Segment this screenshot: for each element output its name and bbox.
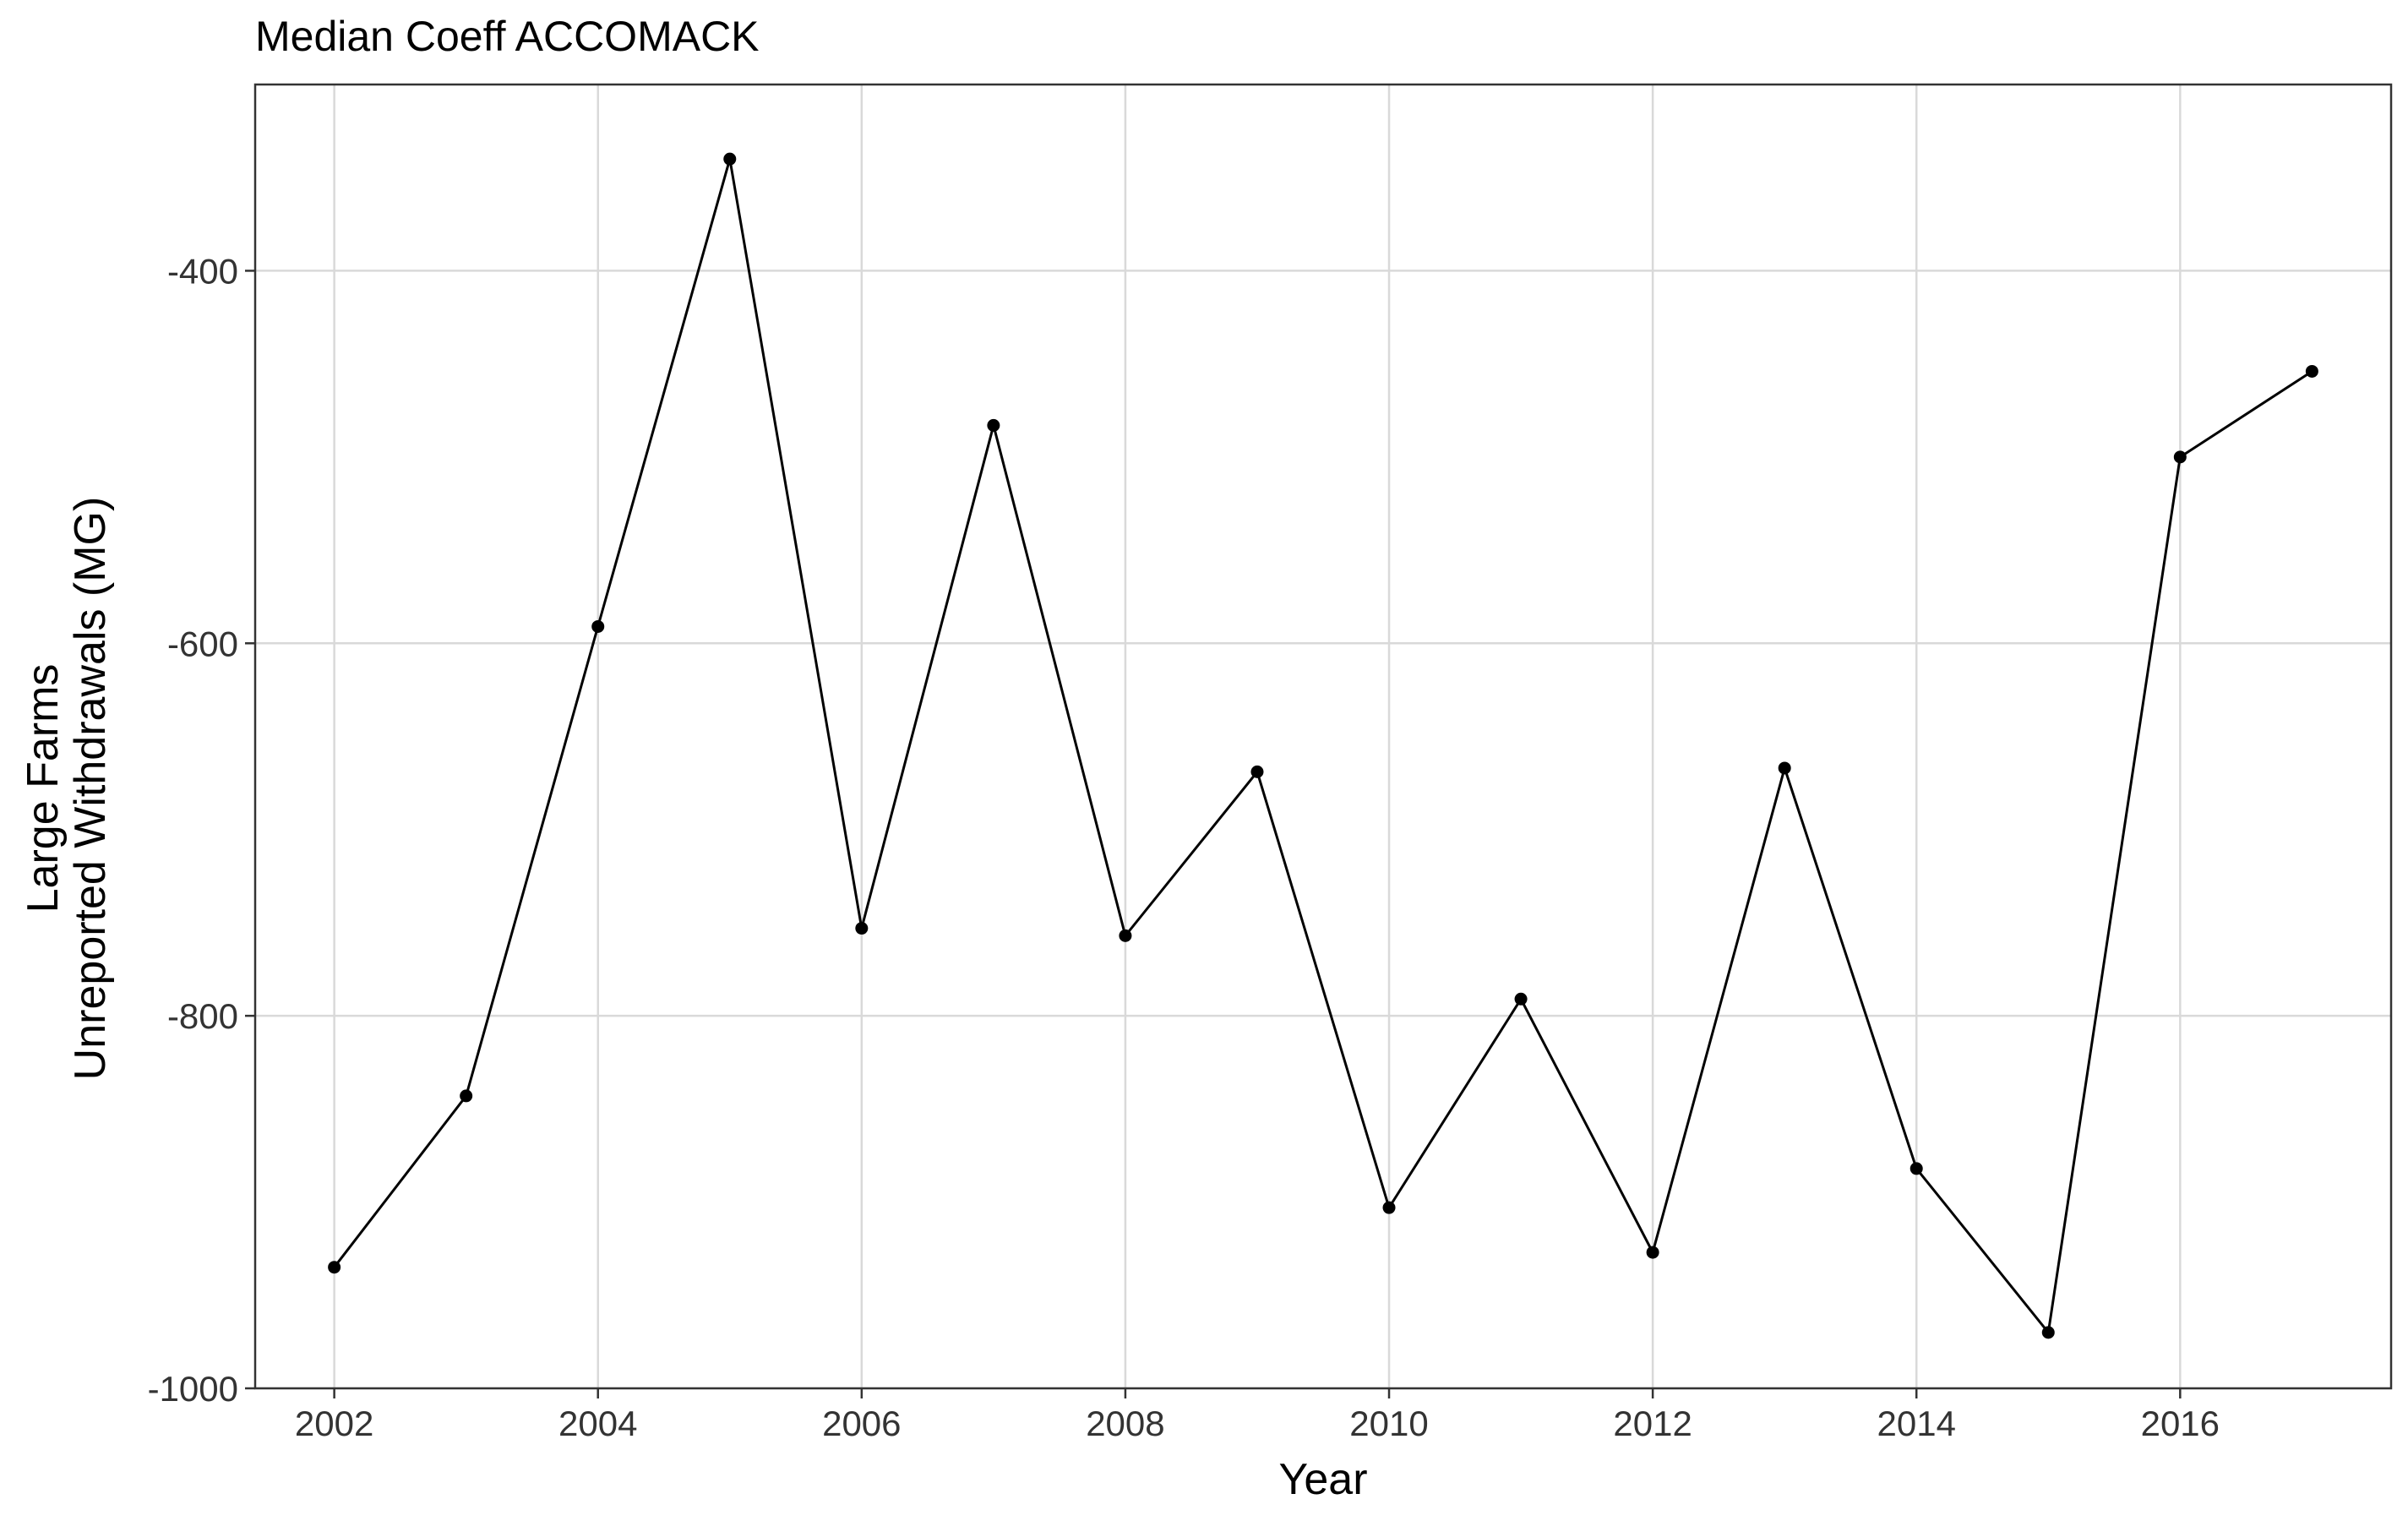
- data-point-2007: [987, 418, 1000, 432]
- y-axis-title-line-2: Unreported Withdrawals (MG): [66, 497, 115, 1081]
- data-point-2017: [2305, 364, 2318, 378]
- y-tick-label-0: -1000: [148, 1369, 238, 1409]
- x-tick-label-2006: 2006: [822, 1404, 901, 1443]
- data-point-2013: [1778, 761, 1791, 775]
- data-point-2003: [460, 1089, 473, 1103]
- x-tick-label-2016: 2016: [2141, 1404, 2220, 1443]
- y-tick-label-3: -400: [167, 251, 238, 291]
- data-point-2015: [2041, 1326, 2055, 1339]
- x-tick-label-2002: 2002: [295, 1404, 373, 1443]
- y-axis-title-line-1: Large Farms: [19, 664, 68, 913]
- x-axis-title: Year: [1278, 1455, 1367, 1504]
- data-point-2004: [591, 619, 605, 633]
- series-group: [328, 152, 2318, 1339]
- x-tick-label-2004: 2004: [558, 1404, 637, 1443]
- chart-title: Median Coeff ACCOMACK: [255, 13, 760, 60]
- data-point-2014: [1910, 1162, 1923, 1175]
- series-line: [333, 158, 2313, 1336]
- panel-border: [253, 83, 2393, 1390]
- data-point-2006: [855, 922, 869, 935]
- y-tick-label-1: -800: [167, 996, 238, 1036]
- data-point-2016: [2173, 450, 2187, 464]
- x-tick-label-2010: 2010: [1349, 1404, 1428, 1443]
- data-point-2005: [723, 152, 737, 166]
- data-point-2002: [328, 1261, 341, 1274]
- data-point-2008: [1119, 929, 1132, 942]
- data-point-2011: [1514, 992, 1528, 1006]
- axes-group: 2002 2004 2006 2008 2010 2012 2014 2016 -1000 -80…: [148, 251, 2220, 1443]
- x-tick-label-2012: 2012: [1613, 1404, 1692, 1443]
- data-point-2010: [1382, 1201, 1396, 1214]
- data-point-2009: [1250, 765, 1264, 778]
- grid-lines: [255, 84, 2391, 1390]
- x-tick-label-2014: 2014: [1877, 1404, 1956, 1443]
- data-point-2012: [1646, 1246, 1659, 1259]
- x-tick-label-2008: 2008: [1086, 1404, 1164, 1443]
- y-tick-label-2: -600: [167, 624, 238, 663]
